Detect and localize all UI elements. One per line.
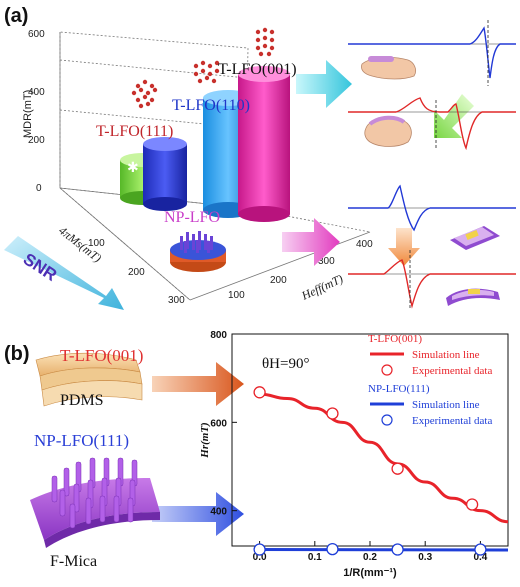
legend-label: Experimental data — [412, 415, 492, 427]
x-tick-label: 0.3 — [418, 552, 432, 563]
label-t-lfo-001: T-LFO(001) — [218, 61, 297, 78]
data-point — [253, 386, 266, 399]
axis-z-tick-0: 0 — [36, 183, 42, 194]
fmr-spectrum-red-top — [348, 97, 516, 151]
data-point — [253, 543, 266, 556]
crystal-lattice-icon — [193, 60, 220, 84]
legend-label: Experimental data — [412, 365, 492, 377]
legend-marker-swatch — [381, 364, 393, 376]
legend-label: Simulation line — [412, 349, 480, 361]
label-np-lfo: NP-LFO — [164, 209, 220, 226]
arrow-cyan-icon — [296, 60, 352, 108]
hand-icon — [361, 56, 416, 80]
axis-y-tick-100: 100 — [228, 290, 245, 301]
data-point — [391, 543, 404, 556]
axis-x-tick-100: 100 — [88, 238, 105, 249]
crystal-lattice-icon — [131, 79, 158, 109]
arrow-pink-icon — [282, 218, 340, 266]
x-tick-label: 0.2 — [363, 552, 377, 563]
flexible-film-icon — [450, 226, 500, 250]
legend-label: Simulation line — [412, 399, 480, 411]
x-tick-label: 0.4 — [473, 552, 487, 563]
axis-z-tick-400: 400 — [28, 87, 45, 98]
axis-x-tick-300: 300 — [168, 295, 185, 306]
np-lfo-pillar-icon — [170, 231, 226, 272]
arrow-orange-b-icon — [152, 362, 244, 406]
data-point — [474, 543, 487, 556]
fmr-spectrum-red-bottom — [348, 250, 516, 310]
star-marker-icon: ✱ — [127, 159, 139, 175]
y-axis-label: Hr(mT) — [199, 422, 211, 458]
label-np-lfo-111-film: NP-LFO(111) — [34, 431, 129, 450]
y-tick-label: 400 — [210, 507, 227, 518]
mica-nanopillar-icon — [30, 457, 160, 548]
label-t-lfo-110: T-LFO(110) — [172, 97, 250, 114]
axis-z-label: MDR(mT) — [22, 90, 34, 138]
flexible-film-icon — [446, 288, 500, 306]
crystal-lattice-icon — [255, 27, 275, 57]
x-tick-label: 0.0 — [253, 552, 267, 563]
axis-z-tick-600: 600 — [28, 29, 45, 40]
axis-y-tick-400: 400 — [356, 239, 373, 250]
hand-icon — [364, 115, 412, 147]
data-point — [391, 462, 404, 475]
axis-y-label: Heff(mT) — [298, 271, 345, 303]
data-point — [465, 498, 479, 511]
arrow-orange-icon — [388, 228, 420, 266]
axis-y-tick-300: 300 — [318, 256, 335, 267]
arrow-blue-b-icon — [152, 492, 244, 536]
cylinder-t-lfo-001 — [238, 66, 290, 222]
axis-x-tick-200: 200 — [128, 267, 145, 278]
fmr-spectrum-blue-top — [348, 20, 516, 86]
legend-header: NP-LFO(111) — [368, 383, 430, 395]
hr-vs-curvature-chart: 0.0 0.1 0.2 0.3 0.4 400 600 800 1/R(mm⁻¹) Hr(mT) θ… — [199, 330, 509, 579]
panel-label-a: (a) — [4, 5, 28, 27]
fmr-spectrum-blue-bottom — [348, 184, 516, 232]
snr-arrow-icon — [4, 236, 124, 310]
axis-y-tick-200: 200 — [270, 275, 287, 286]
axis-z-tick-200: 200 — [28, 135, 45, 146]
snr-label: SNR — [20, 249, 60, 284]
arrow-green-icon — [434, 94, 474, 138]
y-tick-label: 800 — [210, 330, 227, 341]
legend-header: T-LFO(001) — [368, 333, 422, 345]
label-pdms: PDMS — [60, 392, 104, 409]
label-t-lfo-111: T-LFO(111) — [96, 123, 173, 140]
panel-label-b: (b) — [4, 343, 30, 365]
data-point — [326, 407, 339, 420]
label-t-lfo-001-film: T-LFO(001) — [60, 346, 143, 365]
x-axis-label: 1/R(mm⁻¹) — [343, 567, 397, 579]
pdms-substrate-icon — [35, 352, 143, 407]
theta-annotation: θH=90° — [262, 356, 309, 372]
cylinder-t-lfo-111-blue — [143, 137, 187, 211]
x-tick-label: 0.1 — [308, 552, 322, 563]
label-f-mica: F-Mica — [50, 553, 97, 570]
y-tick-label: 600 — [210, 418, 227, 429]
legend-marker-swatch — [381, 414, 393, 426]
data-point — [326, 542, 339, 556]
